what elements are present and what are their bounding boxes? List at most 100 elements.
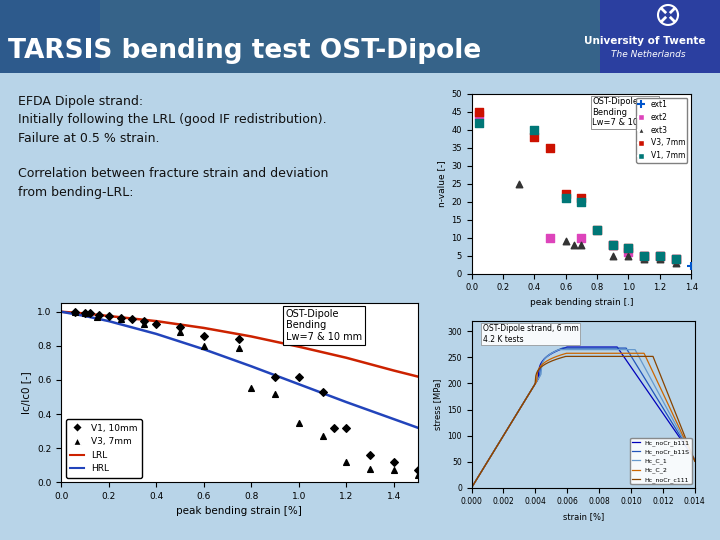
Hc_noCr_c111: [562, 353, 571, 360]
Line: Hc_C_2: Hc_C_2: [472, 353, 695, 488]
ext3: [576, 240, 588, 249]
HRL: [81, 313, 89, 319]
HRL: [57, 308, 66, 315]
V3, 7mm: [70, 307, 81, 316]
V3, 7mm: [246, 384, 257, 393]
V1, 7mm: [528, 125, 540, 134]
V1, 10mm: [317, 388, 328, 396]
V3, 7mm: [174, 328, 186, 336]
ext1: [685, 262, 697, 271]
Hc_noCr_c111: [656, 372, 665, 379]
ext2: [623, 248, 634, 256]
Hc_noCr_b111: [468, 483, 477, 490]
V3, 7mm: [293, 418, 305, 427]
V1, 7mm: [639, 251, 650, 260]
Line: Hc_noCr_c111: Hc_noCr_c111: [472, 356, 695, 488]
V1, 10mm: [293, 372, 305, 381]
Legend: ext1, ext2, ext3, V3, 7mm, V1, 7mm: ext1, ext2, ext3, V3, 7mm, V1, 7mm: [636, 98, 688, 163]
V3, 7mm: [138, 319, 150, 328]
ext3: [560, 237, 572, 246]
V1, 10mm: [198, 331, 210, 340]
V1, 10mm: [341, 423, 352, 432]
ext3: [513, 179, 524, 188]
Text: University of Twente: University of Twente: [584, 36, 706, 46]
LRL: [390, 367, 398, 374]
ext3: [670, 259, 681, 267]
X-axis label: peak bending strain [.]: peak bending strain [.]: [530, 298, 633, 307]
V3, 7mm: [560, 190, 572, 199]
LRL: [199, 325, 208, 331]
V3, 7mm: [317, 432, 328, 441]
V3, 7mm: [198, 341, 210, 350]
Hc_noCr_b11S: [601, 345, 610, 352]
V1, 10mm: [138, 317, 150, 326]
ext2: [474, 111, 485, 120]
LRL: [342, 355, 351, 361]
HRL: [390, 416, 398, 422]
Line: HRL: HRL: [61, 312, 418, 428]
V3, 7mm: [79, 309, 91, 318]
LRL: [294, 343, 303, 350]
V3, 7mm: [576, 194, 588, 202]
Hc_noCr_b111: [600, 344, 609, 350]
V1, 10mm: [412, 466, 423, 475]
V3, 7mm: [91, 313, 102, 321]
V3, 7mm: [269, 389, 281, 398]
V3, 7mm: [670, 255, 681, 264]
LRL: [81, 310, 89, 316]
V3, 7mm: [607, 240, 618, 249]
ext3: [568, 240, 580, 249]
Hc_C_1: [468, 483, 477, 490]
HRL: [294, 381, 303, 387]
V1, 10mm: [103, 312, 114, 320]
V1, 10mm: [70, 307, 81, 316]
V1, 7mm: [654, 251, 665, 260]
Hc_C_2: [656, 385, 665, 392]
Line: Hc_C_1: Hc_C_1: [472, 349, 695, 488]
V1, 7mm: [474, 118, 485, 127]
LRL: [413, 373, 422, 380]
Hc_noCr_b111: [605, 344, 613, 350]
HRL: [342, 399, 351, 406]
Legend: Hc_noCr_b111, Hc_noCr_b11S, Hc_C_1, Hc_C_2, Hc_noCr_c111: Hc_noCr_b111, Hc_noCr_b11S, Hc_C_1, Hc_C…: [631, 438, 692, 484]
Legend: V1, 10mm, V3, 7mm, LRL, HRL: V1, 10mm, V3, 7mm, LRL, HRL: [66, 419, 142, 478]
Hc_noCr_b11S: [690, 456, 699, 463]
ext2: [654, 251, 665, 260]
Hc_noCr_b11S: [468, 483, 477, 490]
V1, 10mm: [127, 315, 138, 323]
Hc_C_2: [600, 350, 609, 356]
ext3: [654, 255, 665, 264]
V1, 10mm: [364, 450, 376, 459]
Hc_C_2: [563, 350, 572, 356]
Text: OST-Dipole strand, 6 mm
4.2 K tests: OST-Dipole strand, 6 mm 4.2 K tests: [483, 325, 578, 344]
Hc_noCr_c111: [468, 483, 477, 490]
Text: Failure at 0.5 % strain.: Failure at 0.5 % strain.: [18, 132, 160, 145]
V3, 7mm: [364, 464, 376, 473]
V3, 7mm: [639, 251, 650, 260]
LRL: [247, 333, 256, 340]
HRL: [413, 424, 422, 431]
ext2: [544, 233, 556, 242]
Hc_noCr_c111: [601, 353, 610, 360]
Hc_C_1: [605, 346, 613, 353]
V3, 7mm: [412, 471, 423, 480]
Hc_noCr_b111: [670, 427, 679, 434]
V1, 7mm: [576, 197, 588, 206]
Hc_noCr_b11S: [558, 345, 567, 352]
Text: EFDA Dipole strand:: EFDA Dipole strand:: [18, 94, 143, 107]
ext3: [623, 251, 634, 260]
V3, 7mm: [388, 466, 400, 475]
Line: LRL: LRL: [61, 312, 418, 376]
V3, 7mm: [591, 226, 603, 235]
Hc_C_1: [555, 346, 564, 353]
V1, 10mm: [115, 313, 127, 322]
V1, 10mm: [79, 309, 91, 318]
Hc_noCr_b11S: [605, 345, 613, 352]
Text: TARSIS bending test OST-Dipole: TARSIS bending test OST-Dipole: [8, 38, 481, 64]
Bar: [100, 0, 630, 73]
V1, 10mm: [150, 319, 162, 328]
V1, 10mm: [388, 457, 400, 466]
LRL: [104, 313, 113, 319]
Hc_noCr_b111: [467, 484, 476, 491]
V3, 7mm: [115, 314, 127, 323]
